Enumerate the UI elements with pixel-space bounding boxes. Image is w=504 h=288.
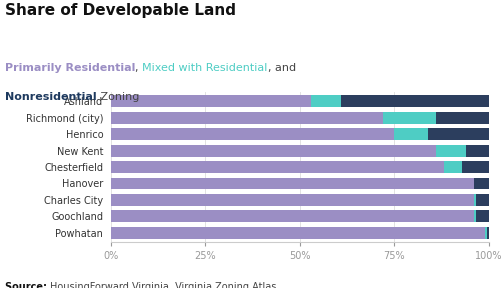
Text: Primarily Residential: Primarily Residential (5, 63, 136, 73)
Bar (111, 145, 436, 156)
Bar (111, 128, 394, 140)
Text: HousingForward Virginia, Virginia Zoning Atlas.: HousingForward Virginia, Virginia Zoning… (50, 282, 280, 288)
Bar (487, 227, 489, 239)
Bar (436, 145, 466, 156)
Bar (111, 227, 485, 239)
Bar (311, 95, 342, 107)
Bar (111, 112, 383, 124)
Bar (474, 211, 476, 222)
Bar (444, 161, 463, 173)
Bar (436, 112, 489, 124)
Bar (342, 95, 489, 107)
Text: Zoning: Zoning (97, 92, 139, 102)
Text: , and: , and (268, 63, 296, 73)
Bar (466, 145, 489, 156)
Bar (111, 161, 444, 173)
Text: Source:: Source: (5, 282, 50, 288)
Bar (111, 211, 474, 222)
Text: Nonresidential: Nonresidential (5, 92, 97, 102)
Bar (111, 194, 474, 206)
Bar (485, 227, 487, 239)
Bar (383, 112, 436, 124)
Bar (474, 178, 489, 190)
Bar (474, 194, 476, 206)
Bar (111, 178, 474, 190)
Bar (394, 128, 428, 140)
Bar (463, 161, 489, 173)
Bar (476, 194, 489, 206)
Text: ,: , (136, 63, 143, 73)
Text: Share of Developable Land: Share of Developable Land (5, 3, 236, 18)
Bar (476, 211, 489, 222)
Bar (111, 95, 311, 107)
Text: Mixed with Residential: Mixed with Residential (143, 63, 268, 73)
Bar (428, 128, 489, 140)
